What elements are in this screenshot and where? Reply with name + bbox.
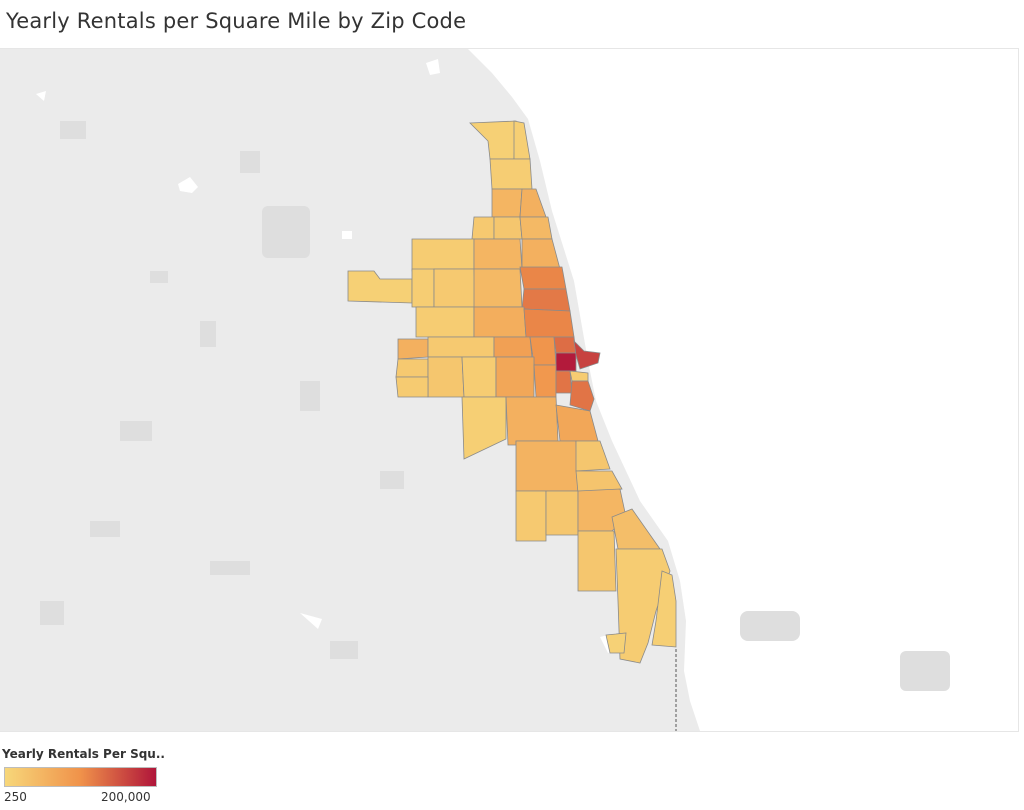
zip-region[interactable] <box>491 188 523 218</box>
zip-region[interactable] <box>569 380 595 412</box>
zip-region[interactable] <box>515 490 547 542</box>
zip-region[interactable] <box>573 339 601 370</box>
zip-region[interactable] <box>493 216 523 240</box>
zip-region[interactable] <box>555 352 577 372</box>
zip-region[interactable] <box>519 266 567 290</box>
zip-region[interactable] <box>495 356 535 398</box>
zip-region[interactable] <box>615 548 671 664</box>
zip-region[interactable] <box>471 216 495 240</box>
zip-region[interactable] <box>433 268 477 308</box>
zip-region[interactable] <box>395 376 429 398</box>
zip-region[interactable] <box>577 530 617 592</box>
zip-region[interactable] <box>651 570 677 648</box>
land-features <box>40 121 950 691</box>
zip-region[interactable] <box>473 306 527 338</box>
zip-region[interactable] <box>523 308 575 338</box>
zip-region[interactable] <box>397 338 429 360</box>
zip-region[interactable] <box>427 356 465 398</box>
legend-title: Yearly Rentals Per Squ.. <box>2 747 165 761</box>
zip-region[interactable] <box>505 396 559 446</box>
lake-michigan <box>468 49 1018 731</box>
zip-region[interactable] <box>519 216 553 240</box>
zip-region[interactable] <box>461 356 497 398</box>
zip-region[interactable] <box>555 370 573 394</box>
zip-region[interactable] <box>411 268 435 308</box>
zip-region[interactable] <box>461 396 507 460</box>
legend-color-ramp <box>4 767 157 787</box>
zip-region[interactable] <box>473 268 523 308</box>
zip-region[interactable] <box>473 238 523 270</box>
zip-region[interactable] <box>569 370 589 382</box>
legend-max-label: 200,000 <box>101 790 151 804</box>
zip-region[interactable] <box>575 470 623 494</box>
zip-region[interactable] <box>533 364 557 398</box>
zip-code-regions[interactable] <box>347 120 677 664</box>
zip-region[interactable] <box>575 440 611 472</box>
legend-min-label: 250 <box>4 790 27 804</box>
zip-region[interactable] <box>427 336 495 358</box>
zip-region[interactable] <box>415 306 475 338</box>
zip-region[interactable] <box>489 158 533 190</box>
map-view[interactable] <box>0 48 1019 732</box>
zip-region[interactable] <box>493 336 533 358</box>
map-title: Yearly Rentals per Square Mile by Zip Co… <box>6 9 467 33</box>
zip-region[interactable] <box>411 238 475 272</box>
zip-region[interactable] <box>605 632 627 654</box>
zip-region[interactable] <box>515 440 579 492</box>
choropleth-map[interactable] <box>0 49 1018 731</box>
zip-region[interactable] <box>545 490 579 536</box>
zip-region[interactable] <box>395 358 429 378</box>
zip-region[interactable] <box>553 336 577 354</box>
zip-region[interactable] <box>521 288 571 312</box>
